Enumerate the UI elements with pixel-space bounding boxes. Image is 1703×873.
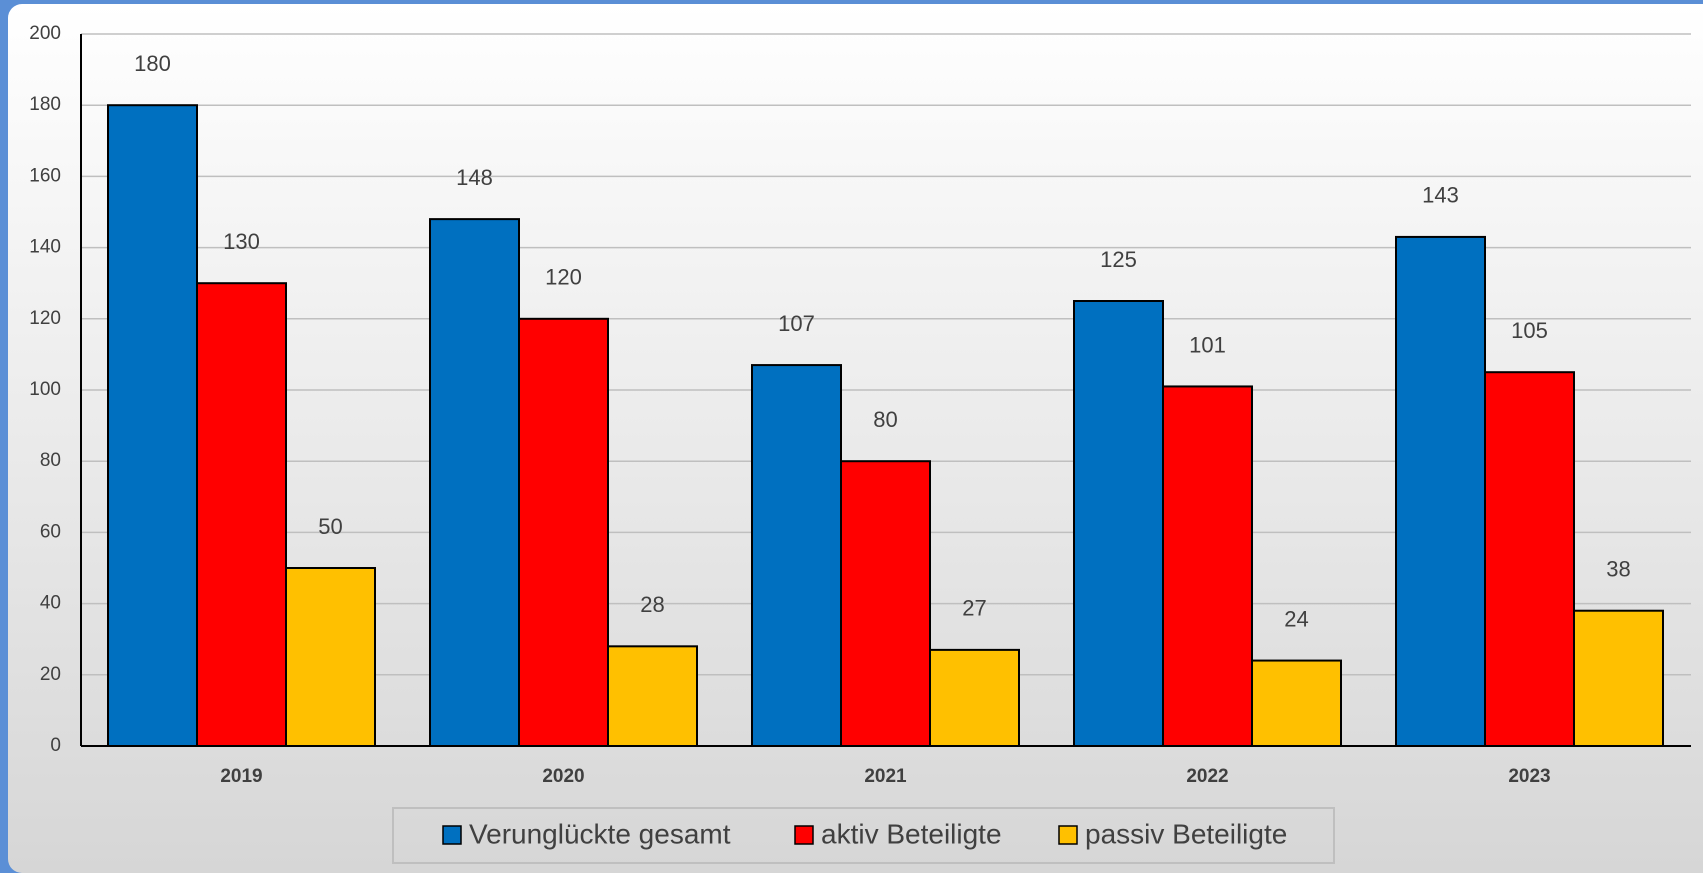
y-tick-label: 160 xyxy=(29,165,61,186)
value-label: 107 xyxy=(778,311,815,336)
value-label: 125 xyxy=(1100,247,1137,272)
y-tick-label: 40 xyxy=(40,593,61,614)
value-label: 24 xyxy=(1284,606,1308,631)
legend-swatch xyxy=(794,825,814,845)
x-tick-label: 2022 xyxy=(1186,766,1228,787)
value-label: 130 xyxy=(223,229,260,254)
legend-box xyxy=(392,807,1335,864)
y-tick-label: 140 xyxy=(29,237,61,258)
bar xyxy=(1251,659,1342,747)
legend-swatch xyxy=(1058,825,1078,845)
bar xyxy=(1484,371,1575,747)
bar xyxy=(285,567,376,747)
x-tick-label: 2019 xyxy=(220,766,262,787)
bar xyxy=(840,460,931,747)
y-tick-label: 80 xyxy=(40,450,61,471)
value-label: 143 xyxy=(1422,183,1459,208)
bar xyxy=(429,218,520,747)
bar xyxy=(1073,300,1164,747)
value-label: 50 xyxy=(318,514,342,539)
bar xyxy=(107,104,198,747)
y-tick-label: 0 xyxy=(50,735,61,756)
bar xyxy=(1162,385,1253,747)
x-tick-label: 2020 xyxy=(542,766,584,787)
y-tick-label: 180 xyxy=(29,94,61,115)
y-tick-label: 120 xyxy=(29,308,61,329)
value-label: 80 xyxy=(873,407,897,432)
value-label: 28 xyxy=(640,592,664,617)
legend-swatch xyxy=(442,825,462,845)
value-label: 38 xyxy=(1606,557,1630,582)
x-tick-label: 2021 xyxy=(864,766,907,787)
bar xyxy=(929,648,1020,748)
legend-label: Verunglückte gesamt xyxy=(469,818,731,849)
x-tick-label: 2023 xyxy=(1508,766,1550,787)
value-label: 148 xyxy=(456,165,493,190)
value-label: 180 xyxy=(134,51,171,76)
legend-label: passiv Beteiligte xyxy=(1085,818,1287,849)
value-label: 27 xyxy=(962,596,986,621)
y-tick-label: 200 xyxy=(29,23,61,44)
value-label: 101 xyxy=(1189,332,1226,357)
y-tick-label: 20 xyxy=(40,664,61,685)
y-tick-label: 60 xyxy=(40,521,61,542)
value-label: 105 xyxy=(1511,318,1548,343)
value-label: 120 xyxy=(545,265,582,290)
bar xyxy=(1573,609,1664,747)
bar xyxy=(196,282,287,747)
legend-label: aktiv Beteiligte xyxy=(821,818,1002,849)
bar xyxy=(607,645,698,748)
y-tick-label: 100 xyxy=(29,379,61,400)
bar xyxy=(1395,235,1486,747)
bar xyxy=(518,317,609,747)
bar xyxy=(751,364,842,747)
